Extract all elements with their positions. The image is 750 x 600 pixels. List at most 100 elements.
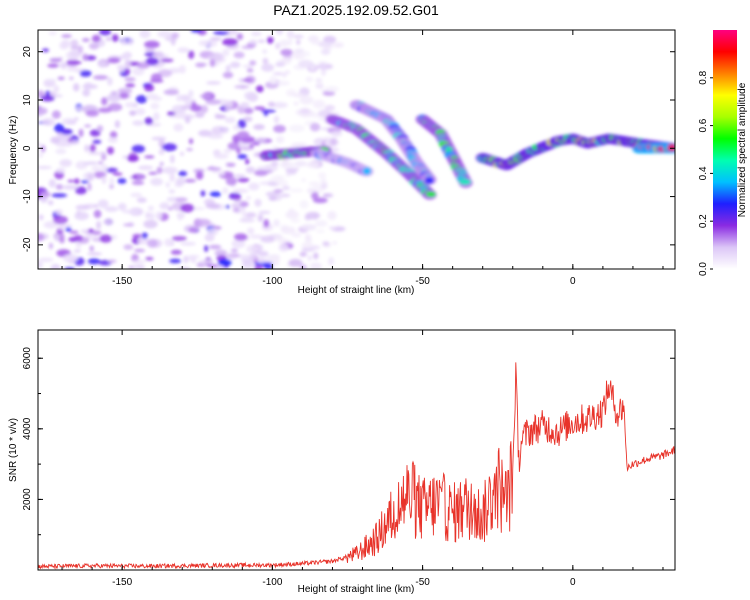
- heatmap-cell: [267, 101, 275, 108]
- heatmap-cell: [254, 106, 266, 111]
- heatmap-cell: [234, 199, 241, 206]
- heatmap-cell: [300, 224, 317, 231]
- heatmap-cell: [316, 79, 323, 86]
- heatmap-cell: [72, 83, 80, 92]
- heatmap-cell: [58, 226, 65, 230]
- heatmap-cell: [145, 211, 151, 219]
- heatmap-cell: [186, 147, 194, 152]
- heatmap-cell: [124, 101, 135, 108]
- heatmap-cell: [44, 78, 57, 82]
- heatmap-cell: [109, 184, 114, 190]
- heatmap-cell: [123, 223, 135, 227]
- heatmap-cell: [213, 30, 230, 36]
- heatmap-cell: [107, 77, 113, 86]
- heatmap-cell: [69, 230, 79, 235]
- heatmap-cell: [266, 36, 274, 44]
- heatmap-cell: [70, 45, 80, 50]
- heatmap-cell: [325, 86, 339, 93]
- heatmap-cell: [87, 182, 92, 191]
- heatmap-cell: [305, 211, 321, 220]
- heatmap-cell: [299, 95, 314, 105]
- heatmap-cell: [198, 40, 209, 46]
- y-tick-label: -10: [22, 189, 33, 204]
- heatmap-cell: [156, 166, 163, 174]
- colorbar-tick-label: 0.8: [698, 70, 709, 84]
- heatmap-cell: [248, 252, 258, 261]
- heatmap-cell: [145, 256, 154, 261]
- heatmap-cell: [129, 110, 137, 116]
- heatmap-cell: [206, 81, 221, 85]
- heatmap-cell: [85, 110, 99, 117]
- colorbar-tick-label: 0.0: [698, 262, 709, 276]
- heatmap-cell: [241, 212, 248, 217]
- x-tick-label: 0: [570, 276, 576, 287]
- heatmap-cell: [135, 108, 146, 116]
- heatmap-cell: [314, 220, 328, 227]
- heatmap-cell: [89, 245, 95, 252]
- heatmap-cell: [88, 42, 100, 50]
- heatmap-cell: [63, 253, 79, 263]
- heatmap-cell: [236, 33, 244, 41]
- heatmap-cell: [224, 116, 236, 124]
- heatmap-cell: [222, 38, 238, 47]
- heatmap-cell: [112, 172, 123, 176]
- heatmap-cell: [160, 58, 174, 63]
- heatmap-cell: [258, 210, 271, 215]
- heatmap-cell: [276, 135, 285, 144]
- heatmap-cell: [169, 258, 182, 264]
- heatmap-cell: [245, 158, 250, 165]
- heatmap-cell: [317, 172, 327, 179]
- heatmap-cell: [225, 176, 237, 186]
- heatmap-cell: [320, 48, 331, 55]
- x-tick-label: -100: [262, 577, 282, 588]
- heatmap-cell: [280, 48, 293, 57]
- heatmap-cell: [157, 30, 173, 38]
- heatmap-cell: [40, 95, 55, 102]
- heatmap-cell: [247, 93, 259, 102]
- heatmap-cell: [50, 136, 61, 144]
- heatmap-cell: [128, 265, 134, 269]
- heatmap-cell: [66, 60, 82, 65]
- heatmap-cell: [74, 178, 80, 185]
- heatmap-cell: [273, 124, 286, 133]
- heatmap-cell: [81, 179, 89, 184]
- heatmap-cell: [280, 226, 296, 235]
- heatmap-cell: [254, 169, 268, 177]
- heatmap-cell: [175, 197, 188, 203]
- heatmap-cell: [162, 166, 178, 175]
- heatmap-cell: [254, 198, 262, 207]
- heatmap-cell: [117, 64, 126, 73]
- heatmap-cell: [86, 252, 103, 256]
- heatmap-cell: [223, 148, 232, 154]
- heatmap-cell: [67, 179, 75, 183]
- heatmap-cell: [245, 166, 256, 174]
- heatmap-cell: [107, 259, 117, 264]
- heatmap-cell: [290, 218, 301, 223]
- snr-frame: [37, 329, 676, 571]
- heatmap-cell: [245, 212, 257, 218]
- heatmap-cell: [42, 48, 49, 53]
- heatmap-cell: [324, 104, 336, 111]
- heatmap-cell: [265, 191, 280, 197]
- heatmap-cell: [305, 161, 321, 168]
- heatmap-cell: [425, 191, 436, 197]
- heatmap-cell: [106, 93, 121, 103]
- heatmap-cell: [261, 63, 275, 72]
- heatmap-cell: [272, 72, 284, 76]
- heatmap-cell: [307, 35, 320, 43]
- heatmap-cell: [257, 39, 266, 43]
- heatmap-cell: [327, 210, 337, 220]
- heatmap-cell: [362, 167, 372, 175]
- heatmap-cell: [38, 214, 44, 221]
- heatmap-cell: [93, 75, 109, 80]
- heatmap-cell: [246, 68, 254, 73]
- heatmap-cell: [226, 162, 236, 167]
- heatmap-cell: [200, 190, 206, 197]
- heatmap-cell: [38, 142, 42, 147]
- heatmap-cell: [200, 105, 209, 114]
- colorbar-tick-label: 0.6: [698, 118, 709, 132]
- heatmap-cell: [305, 76, 313, 83]
- spectrogram-x-label: Height of straight line (km): [298, 285, 415, 296]
- heatmap-cell: [209, 37, 222, 41]
